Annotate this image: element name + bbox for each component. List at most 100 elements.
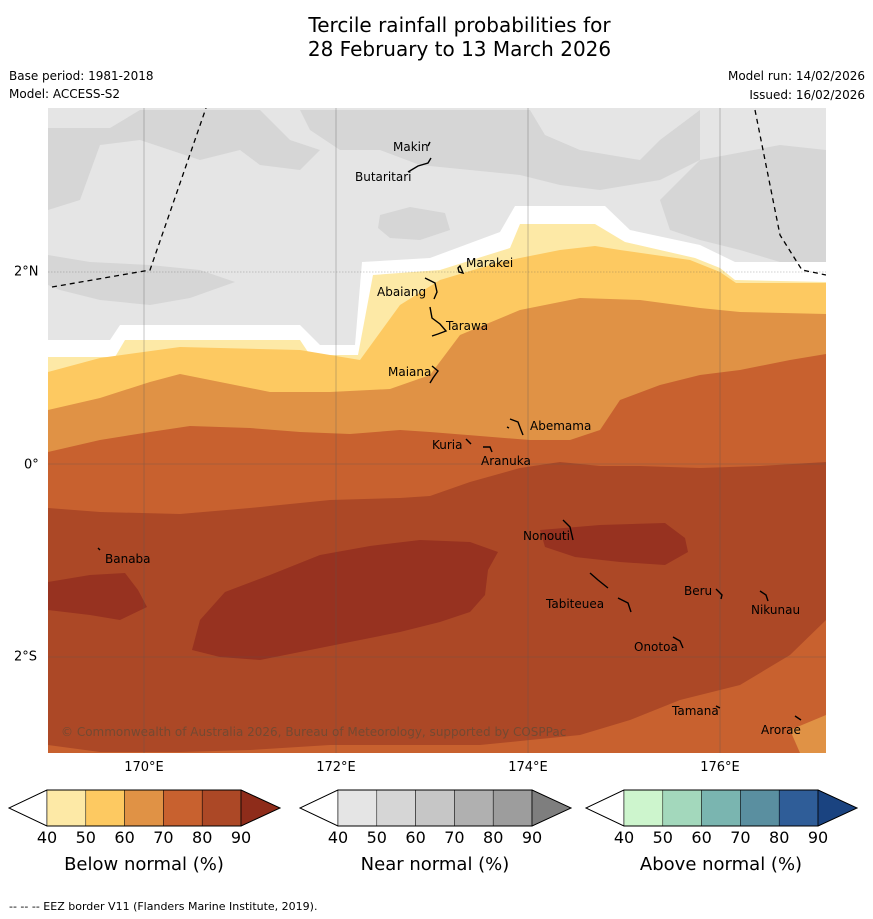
near-colorbar-outline [298, 789, 573, 827]
place-label-marakei: Marakei [466, 256, 514, 270]
place-label-onotoa: Onotoa [634, 640, 678, 654]
below-colorbar-segment [124, 789, 164, 827]
longitude-label-170e: 170°E [124, 760, 164, 775]
near-colorbar-segment [337, 789, 378, 827]
below-colorbar-tick-label: 90 [230, 828, 252, 847]
below-colorbar-tick-label: 50 [75, 828, 96, 847]
arorae-island [794, 715, 802, 721]
near-colorbar-segment [454, 789, 494, 827]
near-colorbar-min-extend [299, 789, 339, 827]
near-colorbar-segment [415, 789, 455, 827]
island-outlines [97, 141, 802, 721]
near-colorbar-segment [492, 789, 533, 827]
near-normal-50-area-island [378, 207, 450, 240]
place-label-arorae: Arorae [761, 723, 801, 737]
above-colorbar-tick-label: 60 [691, 828, 712, 847]
below-normal-60-70-corner [790, 715, 826, 753]
eez-footnote: -- -- -- EEZ border V11 (Flanders Marine… [9, 900, 318, 913]
map-title-line2: 28 February to 13 March 2026 [307, 37, 612, 61]
latitude-label-equator: 0° [24, 457, 39, 473]
copyright-notice: © Commonwealth of Australia 2026, Bureau… [61, 725, 567, 739]
above-normal-colorbar-title: Above normal (%) [639, 854, 803, 875]
map-title-line1: Tercile rainfall probabilities for [308, 13, 611, 37]
above-colorbar-segment [662, 789, 702, 827]
above-colorbar-segment [701, 789, 741, 827]
near-colorbar-tick-label: 60 [405, 828, 426, 847]
kuria-island [465, 438, 472, 445]
near-colorbar-tick-label: 40 [327, 828, 349, 847]
nikunau-island [759, 590, 769, 602]
below-colorbar-max-extend [240, 789, 281, 827]
near-normal-colorbar-title: Near normal (%) [360, 854, 510, 875]
place-label-tamana: Tamana [672, 704, 719, 718]
above-colorbar-segment [778, 789, 819, 827]
place-label-nonouti: Nonouti [523, 529, 570, 543]
below-colorbar-outline [7, 789, 282, 827]
above-colorbar-segment [623, 789, 664, 827]
abemama-island [506, 418, 524, 436]
longitude-label-176e: 176°E [700, 760, 740, 775]
above-colorbar-outline [584, 789, 859, 827]
place-label-kuria: Kuria [432, 438, 463, 452]
below-normal-90-area-central [192, 540, 498, 660]
tamana-island [715, 705, 721, 709]
marakei-island [457, 264, 465, 275]
above-colorbar-tick-label: 40 [613, 828, 635, 847]
beru-island [715, 588, 723, 600]
below-colorbar-tick-label: 60 [114, 828, 135, 847]
below-colorbar-segment [163, 789, 203, 827]
longitude-label-174e: 174°E [508, 760, 548, 775]
tarawa-island [429, 306, 448, 337]
aranuka-island [483, 446, 493, 453]
colorbar-group [7, 789, 859, 827]
place-label-nikunau: Nikunau [751, 603, 801, 617]
banaba-island [97, 547, 101, 551]
model-run-date: Model run: 14/02/2026 [727, 69, 865, 83]
above-colorbar-min-extend [585, 789, 625, 827]
near-colorbar-tick-label: 80 [483, 828, 504, 847]
below-colorbar-segment [201, 789, 242, 827]
near-normal-50-area [48, 110, 320, 210]
below-colorbar-tick-label: 80 [192, 828, 213, 847]
near-colorbar-max-extend [531, 789, 572, 827]
below-normal-colorbar-title: Below normal (%) [64, 854, 224, 875]
below-normal-90-area-east [540, 523, 688, 565]
near-colorbar-tick-label: 50 [366, 828, 387, 847]
place-label-butaritari: Butaritari [355, 170, 412, 184]
near-normal-50-area-north [300, 110, 700, 190]
place-label-tarawa: Tarawa [446, 319, 489, 333]
latitude-label-2s: 2°S [14, 649, 38, 665]
above-colorbar-tick-label: 70 [730, 828, 751, 847]
below-colorbar-min-extend [8, 789, 48, 827]
above-colorbar-segment [740, 789, 780, 827]
above-colorbar-tick-label: 80 [769, 828, 790, 847]
model-name: Model: ACCESS-S2 [9, 87, 121, 101]
near-normal-50-area-east [660, 145, 826, 262]
probability-field [48, 108, 826, 753]
abaiang-island [424, 277, 438, 300]
place-label-banaba: Banaba [105, 552, 151, 566]
place-label-aranuka: Aranuka [481, 454, 531, 468]
makin-island [427, 141, 431, 147]
near-colorbar-segment [376, 789, 416, 827]
place-label-abemama: Abemama [530, 419, 592, 433]
graticule [48, 108, 826, 753]
base-period: Base period: 1981-2018 [9, 69, 154, 83]
near-colorbar-tick-label: 70 [444, 828, 465, 847]
longitude-label-172e: 172°E [316, 760, 356, 775]
latitude-label-2n: 2°N [14, 264, 39, 280]
place-label-tabiteuea: Tabiteuea [546, 597, 605, 611]
above-colorbar-max-extend [817, 789, 858, 827]
onotoa-island [672, 636, 684, 649]
nonouti-island [562, 519, 574, 541]
eez-border [51, 108, 826, 288]
below-colorbar-segment [46, 789, 87, 827]
near-normal-50-area-west [48, 255, 235, 305]
issued-date: Issued: 16/02/2026 [749, 88, 865, 102]
tabiteuea-island [589, 572, 632, 613]
below-colorbar-tick-label: 40 [36, 828, 58, 847]
below-normal-90-area-west [48, 573, 147, 620]
above-colorbar-tick-label: 50 [652, 828, 673, 847]
below-colorbar-tick-label: 70 [153, 828, 174, 847]
